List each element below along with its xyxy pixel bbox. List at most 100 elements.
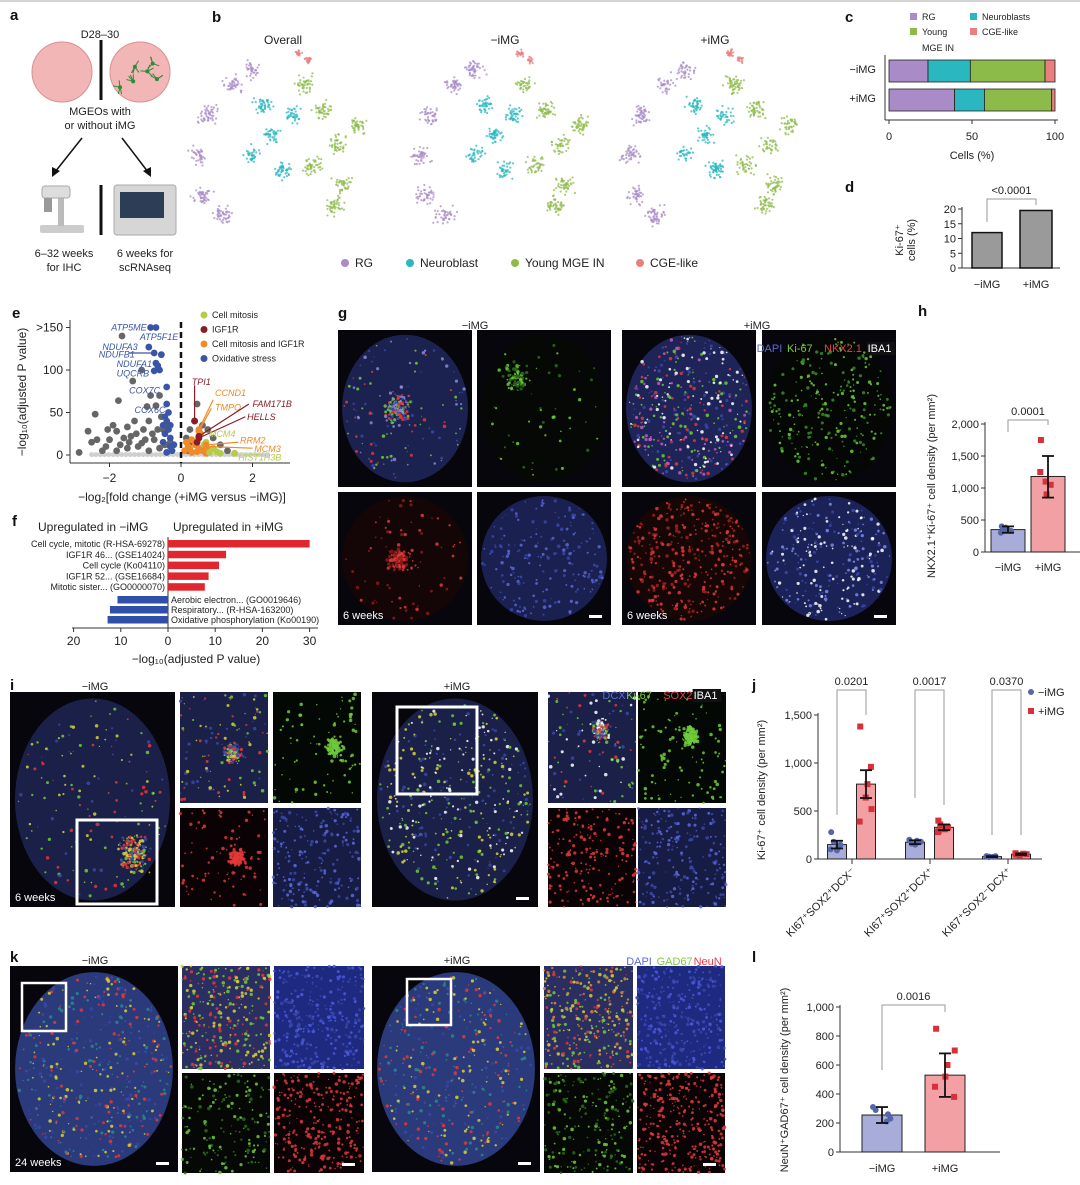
signal-speck bbox=[518, 610, 522, 613]
umap-cell-point bbox=[297, 117, 301, 120]
timepoint-label: 6 weeks bbox=[627, 610, 668, 622]
umap-cell-point bbox=[553, 208, 556, 211]
umap-cell-point bbox=[758, 103, 761, 107]
umap-cell-point bbox=[657, 218, 660, 221]
signal-speck bbox=[670, 573, 674, 577]
umap-cell-point bbox=[320, 108, 323, 111]
signal-speck bbox=[808, 364, 812, 367]
bar-up-plus-img bbox=[168, 572, 209, 580]
umap-cell-point bbox=[657, 78, 660, 81]
signal-speck bbox=[686, 477, 688, 479]
signal-speck bbox=[689, 503, 693, 507]
signal-speck bbox=[869, 517, 874, 521]
signal-speck bbox=[635, 387, 639, 391]
signal-speck bbox=[669, 508, 672, 511]
signal-speck bbox=[661, 454, 665, 458]
signal-speck bbox=[736, 592, 740, 596]
signal-speck bbox=[862, 356, 865, 359]
signal-speck bbox=[719, 346, 721, 349]
umap-cell-point bbox=[426, 146, 429, 150]
signal-speck bbox=[505, 556, 508, 559]
signal-speck bbox=[711, 534, 714, 537]
signal-speck bbox=[848, 604, 852, 608]
umap-cell-point bbox=[680, 154, 683, 158]
signal-speck bbox=[791, 547, 795, 550]
signal-speck bbox=[692, 369, 694, 371]
signal-speck bbox=[596, 437, 599, 440]
signal-speck bbox=[807, 599, 810, 602]
umap-cell-point bbox=[586, 121, 590, 124]
x-axis-label: −log₁₀(adjusted P value) bbox=[132, 652, 261, 666]
umap-cell-point bbox=[717, 116, 720, 119]
signal-speck bbox=[869, 355, 873, 359]
signal-speck bbox=[655, 406, 657, 408]
signal-speck bbox=[683, 618, 686, 621]
signal-speck bbox=[639, 578, 642, 581]
signal-speck bbox=[785, 547, 789, 550]
y-tick-label: 15 bbox=[944, 219, 956, 231]
umap-cell-point bbox=[522, 85, 525, 88]
signal-speck bbox=[547, 371, 551, 375]
signal-speck bbox=[498, 597, 501, 599]
signal-speck bbox=[714, 462, 717, 465]
umap-cell-point bbox=[270, 100, 273, 104]
signal-speck bbox=[830, 436, 833, 439]
signal-speck bbox=[356, 415, 360, 419]
signal-speck bbox=[593, 367, 596, 370]
legend-swatch bbox=[910, 28, 917, 35]
umap-cell-point bbox=[747, 156, 750, 159]
umap-cell-point bbox=[780, 176, 783, 180]
signal-speck bbox=[495, 568, 498, 571]
signal-speck bbox=[731, 534, 735, 538]
signal-speck bbox=[813, 545, 817, 548]
signal-speck bbox=[886, 413, 890, 417]
umap-cell-point bbox=[669, 71, 673, 74]
signal-speck bbox=[363, 383, 366, 386]
umap-cell-point bbox=[792, 125, 795, 128]
signal-speck bbox=[769, 551, 773, 555]
signal-speck bbox=[735, 370, 739, 374]
umap-cell-point bbox=[338, 207, 342, 211]
umap-cell-point bbox=[272, 139, 275, 142]
signal-speck bbox=[781, 372, 785, 377]
nonsig-point bbox=[93, 436, 101, 444]
signal-speck bbox=[721, 582, 725, 586]
umap-cell-point bbox=[329, 208, 332, 211]
umap-cell-point bbox=[768, 209, 771, 213]
umap-cell-point bbox=[774, 185, 778, 188]
signal-speck bbox=[721, 545, 724, 547]
signal-speck bbox=[796, 554, 800, 557]
umap-cell-point bbox=[509, 104, 512, 107]
umap-cell-point bbox=[427, 193, 431, 197]
umap-cell-point bbox=[516, 83, 519, 86]
signal-speck bbox=[565, 527, 569, 531]
signal-speck bbox=[530, 612, 532, 615]
signal-speck bbox=[842, 523, 844, 525]
umap-cell-point bbox=[333, 211, 336, 214]
umap-cell-point bbox=[211, 116, 214, 120]
umap-cell-point bbox=[298, 81, 302, 84]
signal-speck bbox=[389, 454, 393, 458]
umap-cell-point bbox=[769, 139, 772, 142]
umap-cell-point bbox=[560, 183, 563, 187]
signal-speck bbox=[823, 541, 826, 544]
signal-speck bbox=[701, 522, 704, 525]
signal-speck bbox=[688, 336, 691, 339]
legend-swatch bbox=[406, 259, 414, 267]
signal-speck bbox=[817, 411, 821, 415]
signal-speck bbox=[542, 599, 547, 603]
umap-cell-point bbox=[509, 166, 512, 169]
signal-speck bbox=[667, 506, 670, 510]
signal-speck bbox=[661, 383, 664, 387]
nonsig-point bbox=[125, 438, 133, 446]
umap-cell-point bbox=[429, 202, 432, 205]
umap-cell-point bbox=[762, 208, 765, 211]
signal-speck bbox=[658, 431, 661, 434]
signal-speck bbox=[714, 600, 718, 604]
umap-cell-point bbox=[488, 96, 491, 100]
umap-cell-point bbox=[758, 196, 761, 199]
umap-cell-point bbox=[247, 64, 251, 67]
signal-speck bbox=[733, 396, 736, 399]
umap-cell-point bbox=[266, 101, 270, 104]
panel-letter: h bbox=[918, 303, 927, 320]
